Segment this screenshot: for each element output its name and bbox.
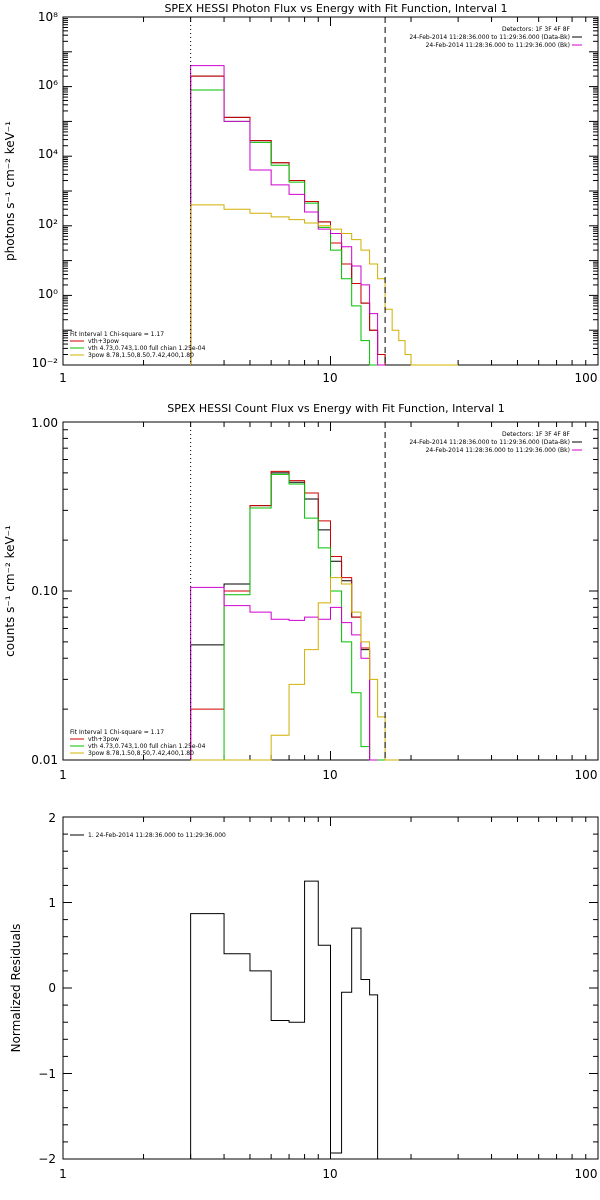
residuals-legend: 1. 24-Feb-2014 11:28:36.000 to 11:29:36.… [70, 832, 226, 839]
x-tick-label: 100 [575, 768, 598, 782]
photon-flux-panel: SPEX HESSI Photon Flux vs Energy with Fi… [3, 2, 599, 385]
legend-entry: 24-Feb-2014 11:28:36.000 to 11:29:36.000… [409, 34, 570, 41]
photon-plot-frame [62, 16, 599, 366]
count-y-axis-label: counts s⁻¹ cm⁻² keV⁻¹ [3, 525, 17, 657]
series-line [190, 75, 386, 365]
y-tick-label: 10⁰ [38, 287, 58, 301]
fit-legend-entry: vth+3pow [88, 338, 119, 345]
photon-fit-legend: Fit Interval 1 Chi-square = 1.17 vth+3po… [70, 331, 206, 359]
y-tick-label: 10² [38, 217, 58, 231]
legend-entry: 1. 24-Feb-2014 11:28:36.000 to 11:29:36.… [88, 832, 226, 839]
photon-x-tick-labels: 1 10 100 [59, 371, 597, 385]
series-line [190, 89, 378, 366]
residuals-x-tick-labels: 1 10 100 [59, 1167, 597, 1181]
x-tick-label: 1 [59, 1167, 67, 1181]
x-tick-label: 10 [322, 1167, 337, 1181]
series-line [190, 75, 386, 365]
series-line [190, 470, 378, 761]
photon-detector-legend: Detectors: 1F 3F 4F 8F 24-Feb-2014 11:28… [409, 26, 582, 49]
series-line [190, 472, 378, 761]
y-tick-label: 10⁴ [38, 147, 58, 161]
x-tick-label: 100 [575, 371, 598, 385]
count-flux-panel: SPEX HESSI Count Flux vs Energy with Fit… [3, 402, 599, 782]
y-tick-label: 10⁸ [38, 10, 58, 24]
residuals-y-tick-labels: −2 −1 0 1 2 [38, 811, 56, 1166]
fit-legend-entry: vth+3pow [88, 736, 119, 743]
photon-y-tick-labels: 10⁻² 10⁰ 10² 10⁴ 10⁶ 10⁸ [32, 10, 59, 370]
legend-entry: 24-Feb-2014 11:28:36.000 to 11:29:36.000… [426, 447, 570, 454]
series-line [190, 65, 386, 366]
residuals-panel: Normalized Residuals −2 −1 0 1 2 1 10 10… [9, 811, 599, 1181]
legend-entry: 24-Feb-2014 11:28:36.000 to 11:29:36.000… [409, 439, 570, 446]
legend-header: Detectors: 1F 3F 4F 8F [502, 431, 571, 438]
series-line [190, 204, 459, 366]
x-tick-label: 1 [59, 371, 67, 385]
residuals-ticks [62, 816, 598, 1160]
y-tick-label: 0 [48, 981, 56, 995]
residuals-series [190, 880, 379, 1159]
count-y-tick-labels: 0.01 0.10 1.00 [31, 416, 58, 767]
fit-legend-entry: 3pow 8.78,1.50,8.50,7.42,400,1.80 [88, 352, 194, 359]
x-tick-label: 10 [322, 371, 337, 385]
series-line [190, 586, 378, 761]
fit-legend-entry: vth 4.73,0.743,1.00 full chian 1.25e-04 [88, 743, 206, 750]
count-chart-title: SPEX HESSI Count Flux vs Energy with Fit… [167, 402, 504, 415]
photon-ticks [62, 17, 598, 366]
y-tick-label: 1 [48, 896, 56, 910]
fit-legend-header: Fit Interval 1 Chi-square = 1.17 [70, 331, 164, 338]
y-tick-label: 10⁶ [38, 78, 58, 92]
residuals-y-axis-label: Normalized Residuals [9, 924, 23, 1053]
fit-legend-entry: 3pow 8.78,1.50,8.50,7.42,400,1.80 [88, 750, 194, 757]
count-fit-legend: Fit Interval 1 Chi-square = 1.17 vth+3po… [70, 729, 206, 757]
x-tick-label: 100 [575, 1167, 598, 1181]
count-ticks [62, 422, 598, 761]
legend-entry: 24-Feb-2014 11:28:36.000 to 11:29:36.000… [426, 42, 570, 49]
photon-series [190, 17, 459, 366]
x-tick-label: 10 [322, 768, 337, 782]
y-tick-label: 0.01 [31, 753, 58, 767]
photon-y-axis-label: photons s⁻¹ cm⁻² keV⁻¹ [3, 121, 17, 261]
y-tick-label: 1.00 [31, 416, 58, 430]
y-tick-label: 10⁻² [32, 356, 59, 370]
legend-header: Detectors: 1F 3F 4F 8F [502, 26, 571, 33]
fit-legend-header: Fit Interval 1 Chi-square = 1.17 [70, 729, 164, 736]
count-series [190, 422, 399, 761]
photon-chart-title: SPEX HESSI Photon Flux vs Energy with Fi… [164, 2, 507, 15]
fit-legend-entry: vth 4.73,0.743,1.00 full chian 1.25e-04 [88, 345, 206, 352]
count-x-tick-labels: 1 10 100 [59, 768, 597, 782]
x-tick-label: 1 [59, 768, 67, 782]
y-tick-label: 2 [48, 811, 56, 825]
y-tick-label: 0.10 [31, 584, 58, 598]
count-detector-legend: Detectors: 1F 3F 4F 8F 24-Feb-2014 11:28… [409, 431, 582, 454]
series-line [190, 577, 399, 761]
series-line [190, 473, 386, 761]
y-tick-label: −2 [38, 1152, 56, 1166]
series-line [190, 880, 379, 1159]
y-tick-label: −1 [38, 1067, 56, 1081]
